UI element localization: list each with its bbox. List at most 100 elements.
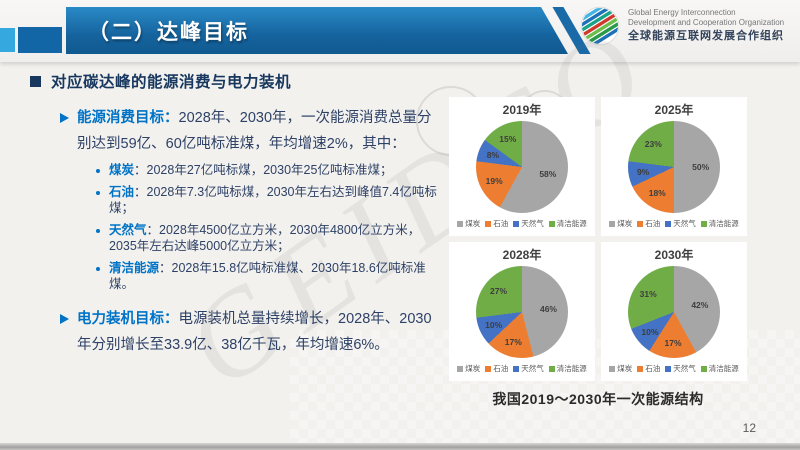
text-panel: 对应碳达峰的能源消费与电力装机 能源消费目标：2028年、2030年，一次能源消… (30, 70, 444, 358)
legend-item: 清洁能源 (548, 218, 587, 229)
legend-marker-煤炭 (609, 365, 616, 372)
pie (476, 266, 568, 358)
legend-marker-煤炭 (457, 365, 464, 372)
legend-marker-煤炭 (457, 220, 464, 227)
pie-wrap: 42% 17% 10% 31% (628, 266, 720, 358)
header: （二）达峰目标 Global Energy Interconnection (0, 0, 800, 62)
square-bullet-icon (30, 75, 41, 87)
sub-bullet-text: 煤炭：2028年27亿吨标煤，2030年25亿吨标准煤； (109, 162, 444, 179)
bullet-item: 电力装机目标：电源装机总量持续增长，2028年、2030年分别增长至33.9亿、… (60, 306, 444, 358)
pie-value-label: 42% (691, 300, 709, 311)
legend-marker-天然气 (513, 220, 520, 227)
pie-value-label: 10% (641, 326, 659, 337)
pie-value-label: 27% (490, 286, 508, 297)
legend-marker-石油 (637, 220, 644, 227)
dot-bullet-icon (96, 190, 100, 195)
chart-title: 2019年 (502, 103, 542, 117)
sub-bullet-text: 石油：2028年7.3亿吨标煤，2030年左右达到峰值7.4亿吨标煤； (109, 184, 444, 217)
pie-value-label: 46% (539, 303, 557, 314)
legend-item: 石油 (485, 363, 508, 374)
dot-bullet-icon (96, 169, 100, 173)
legend-label: 清洁能源 (556, 364, 587, 373)
legend-marker-清洁能源 (548, 365, 555, 372)
section-title: 对应碳达峰的能源消费与电力装机 (51, 74, 292, 91)
bullet-list: 能源消费目标：2028年、2030年，一次能源消费总量分别达到59亿、60亿吨标… (30, 105, 444, 358)
legend-marker-石油 (485, 365, 492, 372)
chart-title: 2025年 (654, 103, 694, 117)
pie-wrap: 58% 19% 8% 15% (476, 121, 568, 213)
legend-item: 石油 (637, 363, 660, 374)
legend-marker-石油 (485, 220, 492, 227)
org-logo: Global Energy Interconnection Developmen… (580, 6, 784, 46)
sub-bullet-label: 石油 (109, 184, 135, 199)
pie-wrap: 50% 18% 9% 23% (628, 121, 720, 213)
sub-bullet-label: 天然气 (109, 222, 147, 237)
legend-item: 煤炭 (609, 218, 632, 229)
pie-value-label: 31% (639, 289, 657, 300)
legend-marker-清洁能源 (700, 365, 707, 372)
legend-label: 石油 (645, 219, 661, 228)
legend-label: 天然气 (521, 364, 544, 373)
logo-text-cn: 全球能源互联网发展合作组织 (628, 30, 784, 43)
chart-legend: 煤炭 石油 天然气 清洁能源 (601, 363, 747, 374)
chart-legend: 煤炭 石油 天然气 清洁能源 (449, 218, 595, 229)
bullet-text: 能源消费目标：2028年、2030年，一次能源消费总量分别达到59亿、60亿吨标… (77, 105, 444, 157)
sub-bullet-body: ：2028年27亿吨标煤，2030年25亿吨标准煤； (134, 163, 393, 177)
pie-value-label: 19% (485, 176, 503, 187)
legend-item: 天然气 (513, 218, 544, 229)
legend-item: 清洁能源 (700, 363, 739, 374)
legend-label: 清洁能源 (708, 219, 739, 228)
charts-area: 2019年 58% 19% 8% 15% 煤炭 石油 天然气 清洁能源 2025年 50% 18% 9%… (449, 97, 747, 409)
logo-text-en-line1: Global Energy Interconnection (628, 8, 736, 18)
pie-value-label: 15% (499, 134, 517, 145)
pie-chart-2028年: 2028年 46% 17% 10% 27% 煤炭 石油 天然气 清洁能源 (449, 242, 595, 381)
bullet-text: 电力装机目标：电源装机总量持续增长，2028年、2030年分别增长至33.9亿、… (77, 306, 444, 358)
legend-item: 天然气 (665, 363, 696, 374)
slide-title: （二）达峰目标 (88, 20, 249, 44)
legend-item: 石油 (485, 218, 508, 229)
legend-marker-天然气 (665, 220, 672, 227)
legend-label: 清洁能源 (708, 364, 739, 373)
charts-caption: 我国2019～2030年一次能源结构 (492, 391, 704, 407)
pie (476, 121, 568, 213)
sub-bullet-body: ：2028年4500亿立方米，2030年4800亿立方米，2035年左右达峰50… (109, 222, 421, 254)
sub-bullet-list: 煤炭：2028年27亿吨标煤，2030年25亿吨标准煤； 石油：2028年7.3亿… (96, 162, 444, 293)
legend-label: 石油 (493, 364, 509, 373)
dot-bullet-icon (96, 228, 100, 233)
sub-bullet-label: 清洁能源 (109, 260, 160, 275)
legend-marker-清洁能源 (700, 220, 707, 227)
logo-text-en-line2: Development and Cooperation Organization (628, 18, 785, 28)
pie (628, 266, 720, 358)
sub-bullet-text: 清洁能源：2028年15.8亿吨标准煤、2030年18.6亿吨标准煤。 (109, 260, 444, 293)
chart-legend: 煤炭 石油 天然气 清洁能源 (601, 218, 747, 229)
legend-label: 煤炭 (617, 364, 633, 373)
header-accent-blue (18, 27, 62, 53)
legend-item: 清洁能源 (548, 363, 587, 374)
sub-bullet-label: 煤炭 (109, 163, 135, 177)
pie-value-label: 17% (664, 338, 682, 349)
legend-marker-石油 (637, 365, 644, 372)
bullet-label: 能源消费目标： (77, 110, 179, 126)
pie-value-label: 17% (504, 337, 522, 348)
sub-bullet-item: 石油：2028年7.3亿吨标煤，2030年左右达到峰值7.4亿吨标煤； (96, 184, 444, 217)
charts-grid: 2019年 58% 19% 8% 15% 煤炭 石油 天然气 清洁能源 2025年 50% 18% 9%… (449, 97, 747, 381)
sub-bullet-body: ：2028年7.3亿吨标煤，2030年左右达到峰值7.4亿吨标煤； (109, 184, 437, 216)
pie-value-label: 18% (648, 188, 666, 199)
legend-item: 天然气 (665, 218, 696, 229)
bullet-body: 2028年、2030年，一次能源消费总量分别达到59亿、60亿吨标准煤，年均增速… (77, 110, 432, 152)
slide-title-bar: （二）达峰目标 (66, 7, 568, 54)
pie-value-label: 50% (692, 162, 710, 172)
legend-item: 煤炭 (457, 363, 480, 374)
pie-wrap: 46% 17% 10% 27% (476, 266, 568, 358)
legend-item: 天然气 (513, 363, 544, 374)
legend-marker-清洁能源 (548, 220, 555, 227)
arrow-bullet-icon (60, 113, 69, 123)
legend-item: 清洁能源 (700, 218, 739, 229)
legend-label: 天然气 (673, 219, 696, 228)
legend-item: 石油 (637, 218, 660, 229)
legend-label: 清洁能源 (556, 219, 587, 228)
pie-value-label: 9% (636, 166, 650, 177)
chart-title: 2030年 (654, 248, 694, 262)
globe-logo-icon (580, 6, 620, 46)
bullet-body: 电源装机总量持续增长，2028年、2030年分别增长至33.9亿、38亿千瓦，年… (77, 310, 432, 353)
